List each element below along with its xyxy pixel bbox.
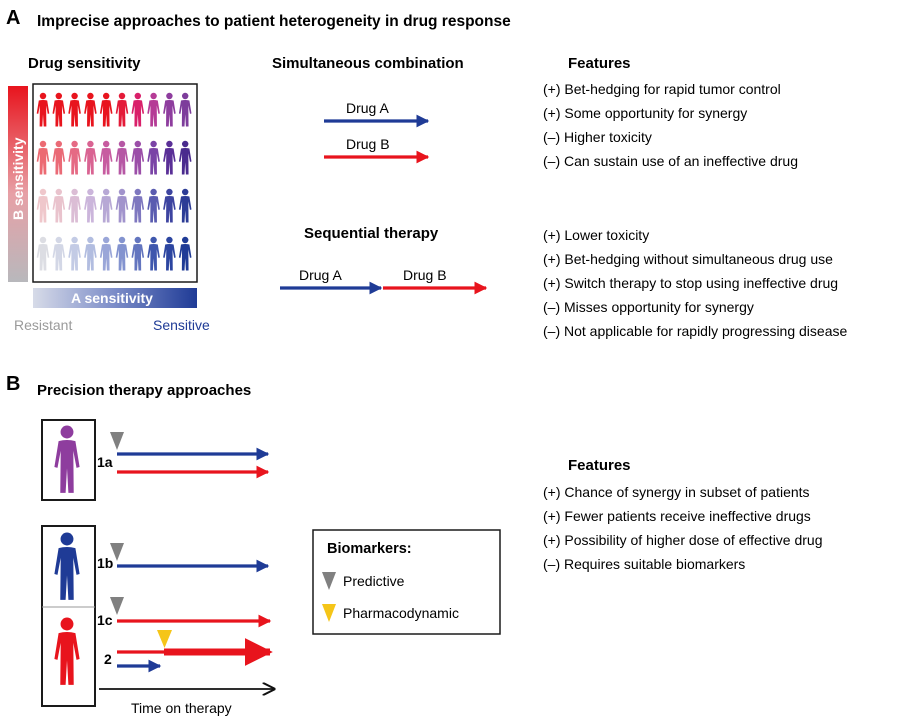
feature-item: (+) Some opportunity for synergy bbox=[543, 105, 747, 121]
panel-b-title: Precision therapy approaches bbox=[37, 382, 251, 399]
sequential-drug-b-label: Drug B bbox=[403, 267, 447, 283]
panel-a-letter: A bbox=[6, 7, 20, 29]
sensitive-label: Sensitive bbox=[153, 317, 210, 333]
feature-item: (+) Switch therapy to stop using ineffec… bbox=[543, 275, 838, 291]
feature-item: (+) Bet-hedging without simultaneous dru… bbox=[543, 251, 833, 267]
time-axis-label: Time on therapy bbox=[131, 700, 232, 716]
pharmacodynamic-marker-icon bbox=[157, 630, 172, 648]
feature-item: (+) Lower toxicity bbox=[543, 227, 649, 243]
row-label-1b: 1b bbox=[97, 555, 113, 571]
row-label-1c: 1c bbox=[97, 612, 113, 628]
b-sensitivity-gradient-bar bbox=[8, 86, 28, 282]
simultaneous-drug-a-label: Drug A bbox=[346, 100, 389, 116]
simultaneous-combination-heading: Simultaneous combination bbox=[272, 55, 464, 72]
sequential-drug-a-label: Drug A bbox=[299, 267, 342, 283]
panel-b-letter: B bbox=[6, 373, 20, 395]
feature-item: (–) Not applicable for rapidly progressi… bbox=[543, 323, 847, 339]
feature-item: (+) Fewer patients receive ineffective d… bbox=[543, 508, 811, 524]
feature-item: (+) Chance of synergy in subset of patie… bbox=[543, 484, 810, 500]
legend-title: Biomarkers: bbox=[327, 541, 412, 557]
features-heading-a: Features bbox=[568, 55, 631, 72]
feature-item: (+) Possibility of higher dose of effect… bbox=[543, 532, 823, 548]
biomarkers-legend-box bbox=[312, 529, 501, 635]
features-heading-b: Features bbox=[568, 457, 631, 474]
b-sensitivity-label: B sensitivity bbox=[10, 137, 26, 220]
sequential-therapy-heading: Sequential therapy bbox=[304, 225, 439, 242]
feature-item: (–) Can sustain use of an ineffective dr… bbox=[543, 153, 798, 169]
predictive-marker-icon bbox=[110, 543, 124, 561]
feature-item: (–) Higher toxicity bbox=[543, 129, 652, 145]
a-sensitivity-label: A sensitivity bbox=[71, 290, 153, 306]
row-label-1a: 1a bbox=[97, 454, 113, 470]
feature-item: (+) Bet-hedging for rapid tumor control bbox=[543, 81, 781, 97]
legend-pharmacodynamic-label: Pharmacodynamic bbox=[343, 605, 459, 621]
feature-item: (–) Requires suitable biomarkers bbox=[543, 556, 745, 572]
legend-predictive-icon bbox=[322, 572, 336, 590]
legend-pharmacodynamic-icon bbox=[322, 604, 336, 622]
a-sensitivity-gradient-bar bbox=[33, 288, 197, 308]
feature-item: (–) Misses opportunity for synergy bbox=[543, 299, 754, 315]
simultaneous-drug-b-label: Drug B bbox=[346, 136, 390, 152]
row-label-2: 2 bbox=[104, 651, 112, 667]
predictive-marker-icon bbox=[110, 432, 124, 450]
legend-predictive-label: Predictive bbox=[343, 573, 405, 589]
panel-a-title: Imprecise approaches to patient heteroge… bbox=[37, 13, 511, 30]
drug-sensitivity-heading: Drug sensitivity bbox=[28, 55, 141, 72]
resistant-label: Resistant bbox=[14, 317, 72, 333]
predictive-marker-icon bbox=[110, 597, 124, 615]
